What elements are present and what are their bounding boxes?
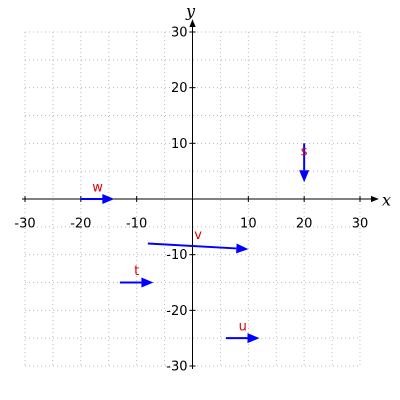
y-tick-label: -30 <box>166 360 187 375</box>
y-axis-title: y <box>185 2 196 21</box>
vector-shaft <box>147 242 237 250</box>
vector: w <box>80 181 115 204</box>
y-tick-label: 30 <box>171 26 188 41</box>
vector-head <box>236 243 249 254</box>
vector-label: s <box>301 144 308 159</box>
x-tick-label: 20 <box>296 217 313 232</box>
y-tick-label: 20 <box>171 81 188 96</box>
x-tick-label: 10 <box>240 217 257 232</box>
vector: v <box>147 228 249 254</box>
y-tick-label: 10 <box>171 137 188 152</box>
vector-label: u <box>239 320 247 335</box>
vector: u <box>226 320 260 344</box>
vector-head <box>247 333 260 344</box>
vector-head <box>141 277 154 288</box>
x-axis-title: x <box>382 191 391 210</box>
x-tick-label: -30 <box>14 217 35 232</box>
vector-head <box>102 194 115 204</box>
vector: s <box>299 143 310 183</box>
y-tick-label: -20 <box>166 304 187 319</box>
x-tick-label: -20 <box>70 217 91 232</box>
x-tick-label: -10 <box>126 217 147 232</box>
vector-head <box>299 170 310 183</box>
vector: t <box>119 264 154 288</box>
vector-label: w <box>92 181 103 196</box>
x-tick-label: 30 <box>352 217 369 232</box>
vector-label: t <box>134 264 139 279</box>
y-tick-label: -10 <box>166 248 187 263</box>
vector-label: v <box>194 228 202 243</box>
